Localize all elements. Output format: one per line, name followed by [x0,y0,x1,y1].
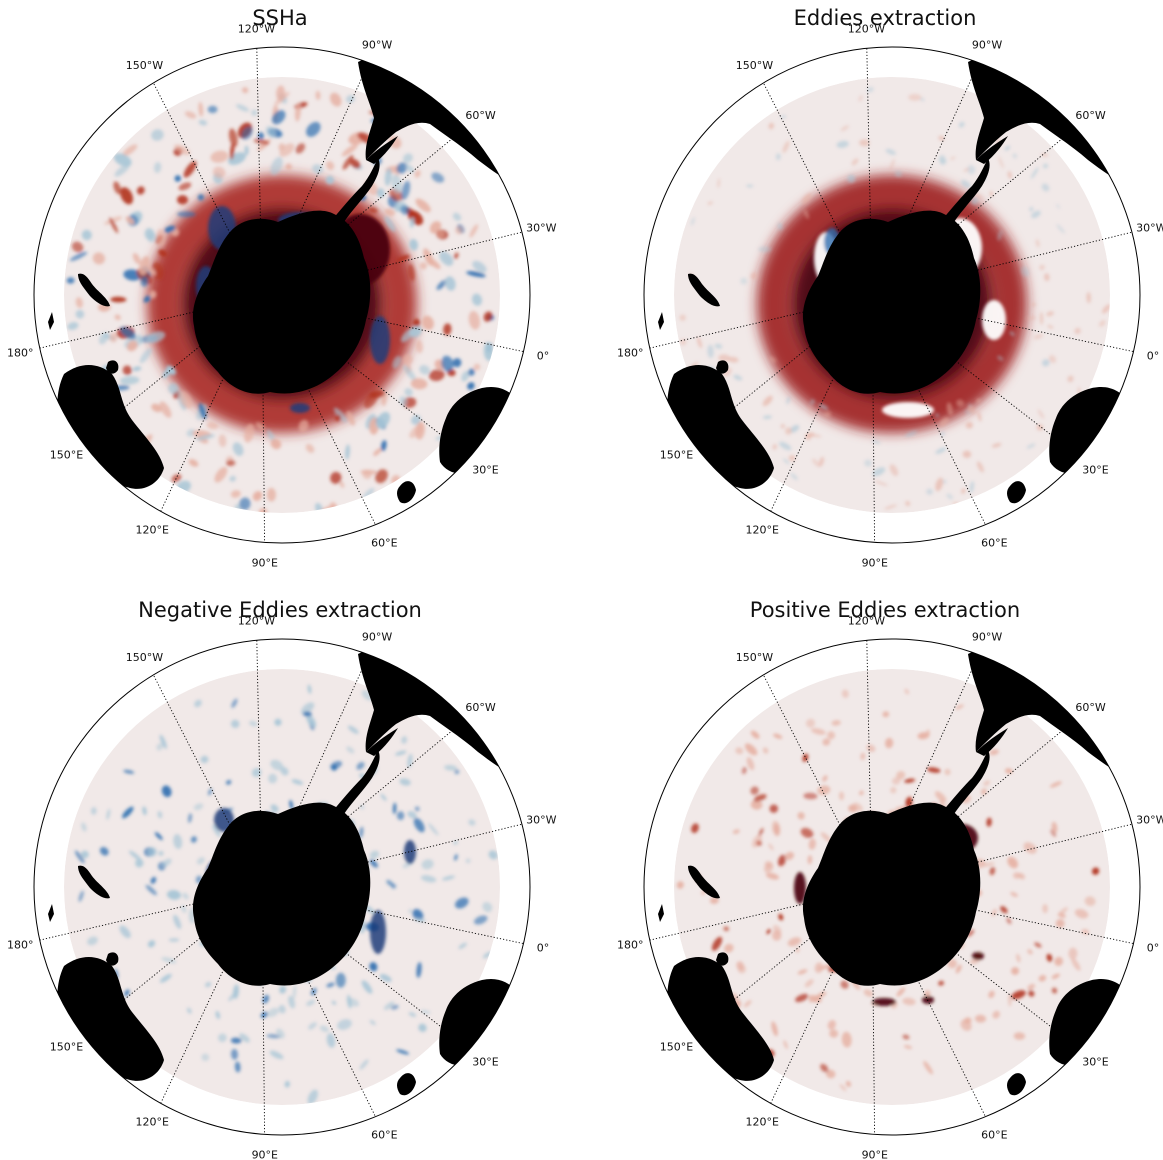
longitude-label: 120°W [848,614,885,627]
longitude-label: 120°W [238,22,275,35]
longitude-label: 0° [1147,942,1160,955]
longitude-label: 90°E [862,556,888,568]
longitude-label: 30°W [1136,813,1163,826]
longitude-label: 30°W [526,813,556,826]
longitude-label: 90°W [362,39,392,52]
longitude-label: 90°E [862,1148,888,1160]
longitude-label: 120°E [745,1115,778,1128]
longitude-label: 150°W [736,59,773,72]
longitude-label: 150°W [126,59,163,72]
polar-map: 90°W 60°W 30°W 0° 30°E 60°E 90°E 120°E 150°E 180°… [7,614,557,1160]
longitude-label: 30°W [526,221,556,234]
longitude-label: 120°E [745,523,778,536]
longitude-label: 30°E [1082,1055,1108,1068]
map-panel-positive: Positive Eddies extraction 90°W 60°W 30°W 0°… [610,592,1163,1160]
longitude-label: 60°E [981,1129,1007,1142]
longitude-label: 150°E [50,448,83,461]
longitude-label: 30°E [1082,463,1108,476]
longitude-label: 90°E [252,1148,278,1160]
longitude-label: 150°W [736,651,773,664]
map-panel-ssha: SSHa 90°W 60°W 30°W 0° 30°E 60°E 90°E 120°E 150°E… [0,0,560,568]
map-panel-negative: Negative Eddies extraction 90°W 60°W 30°W 0°… [0,592,560,1160]
polar-map: 90°W 60°W 30°W 0° 30°E 60°E 90°E 120°E 150°E 180°… [617,22,1163,568]
longitude-label: 0° [537,942,550,955]
longitude-label: 0° [1147,350,1160,363]
panel-title: SSHa [252,6,308,30]
longitude-label: 30°E [472,1055,498,1068]
longitude-label: 120°E [135,1115,168,1128]
longitude-label: 30°W [1136,221,1163,234]
longitude-label: 150°E [660,1040,693,1053]
longitude-label: 60°W [1075,701,1105,714]
panel-title: Negative Eddies extraction [138,598,422,622]
longitude-label: 180° [617,347,644,360]
longitude-label: 120°W [238,614,275,627]
longitude-label: 60°E [371,537,397,550]
map-panel-eddies: Eddies extraction 90°W 60°W 30°W 0° 30°E 60°E 9… [610,0,1163,568]
longitude-label: 60°E [981,537,1007,550]
longitude-label: 150°E [660,448,693,461]
longitude-label: 0° [537,350,550,363]
panel-title: Positive Eddies extraction [749,598,1021,622]
longitude-label: 90°W [972,39,1002,52]
longitude-label: 90°W [972,631,1002,644]
longitude-label: 60°W [465,109,495,122]
longitude-label: 30°E [472,463,498,476]
longitude-label: 120°E [135,523,168,536]
longitude-label: 120°W [848,22,885,35]
longitude-label: 90°E [252,556,278,568]
longitude-label: 150°E [50,1040,83,1053]
longitude-label: 60°E [371,1129,397,1142]
longitude-label: 60°W [1075,109,1105,122]
longitude-label: 60°W [465,701,495,714]
longitude-label: 180° [617,939,644,952]
panel-title: Eddies extraction [793,6,977,30]
polar-map: 90°W 60°W 30°W 0° 30°E 60°E 90°E 120°E 150°E 180°… [7,22,557,568]
polar-map: 90°W 60°W 30°W 0° 30°E 60°E 90°E 120°E 150°E 180°… [617,614,1163,1160]
longitude-label: 90°W [362,631,392,644]
longitude-label: 180° [7,347,34,360]
longitude-label: 180° [7,939,34,952]
longitude-label: 150°W [126,651,163,664]
